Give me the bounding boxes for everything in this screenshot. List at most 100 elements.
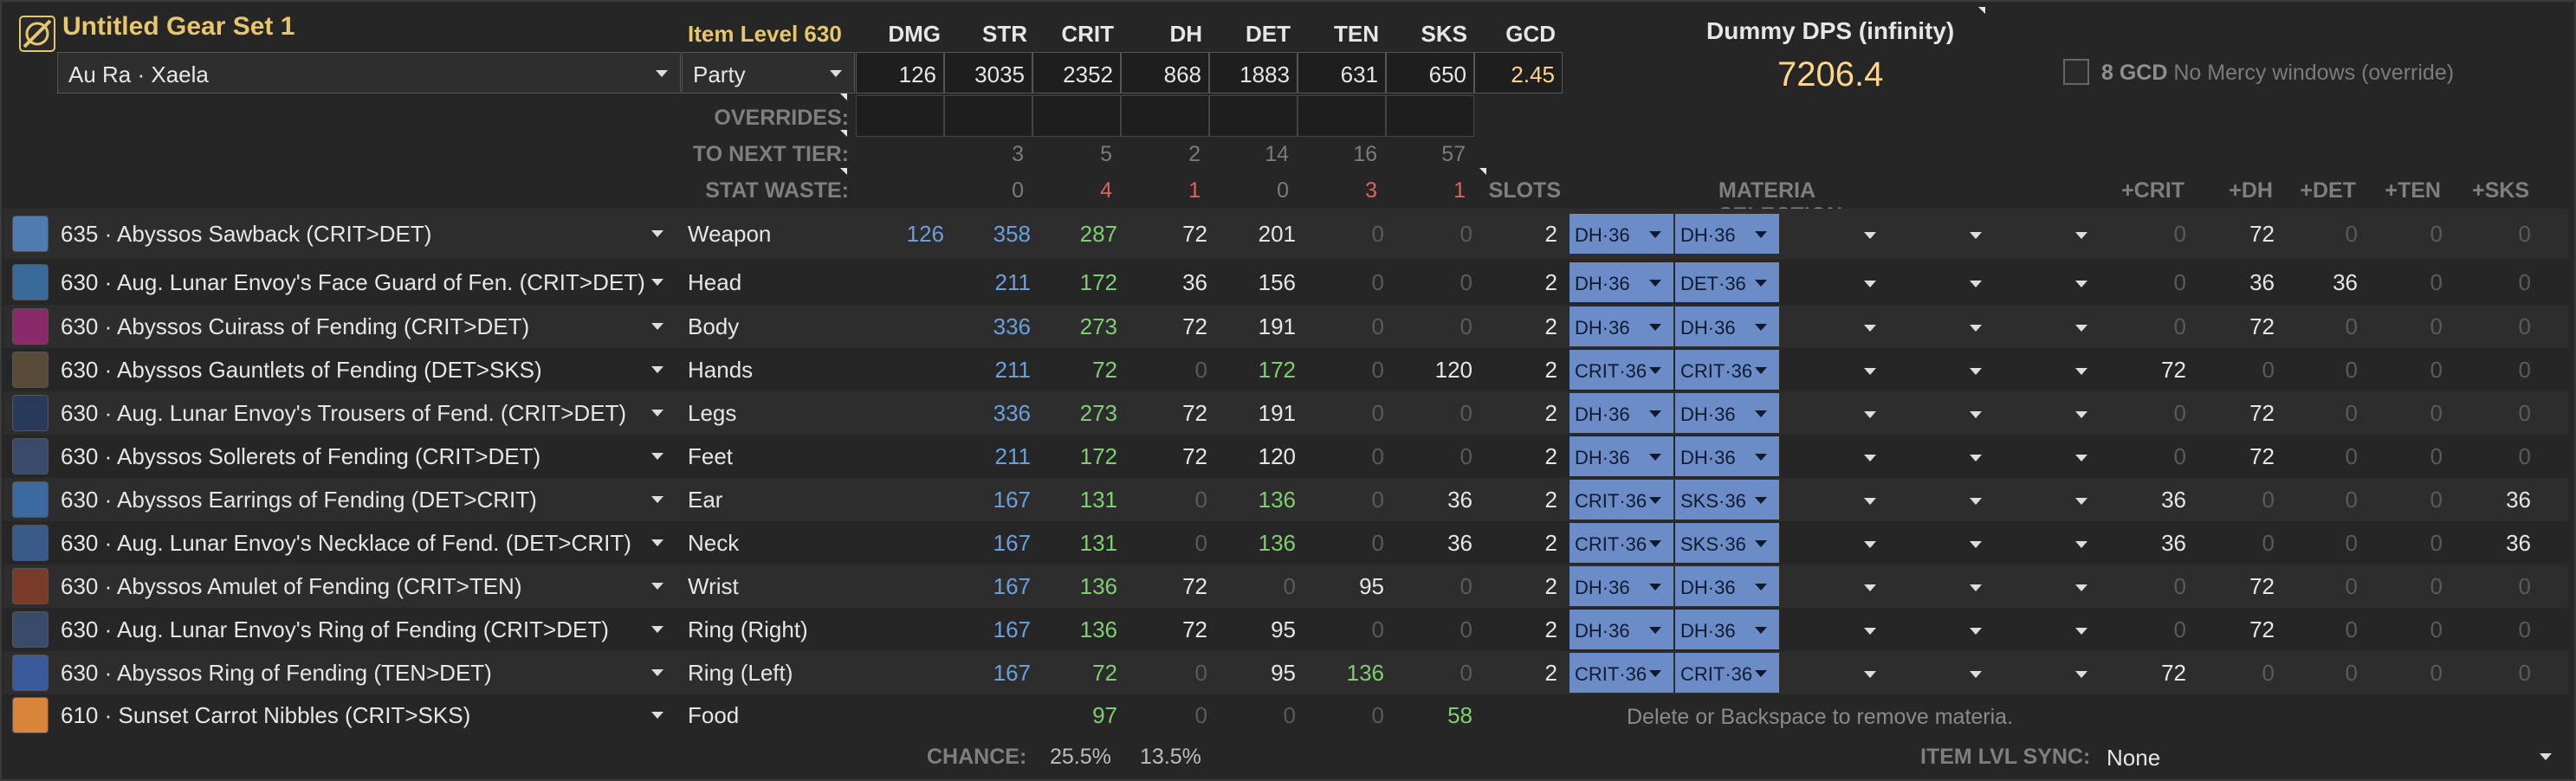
materia-select[interactable]: DH·36 xyxy=(1570,307,1673,346)
materia-select[interactable]: SKS·36 xyxy=(1675,523,1779,563)
item-select[interactable]: 630 · Abyssos Amulet of Fending (CRIT>TE… xyxy=(61,565,676,608)
materia-select[interactable]: DH·36 xyxy=(1675,610,1779,649)
override-dh[interactable] xyxy=(1121,95,1209,137)
materia-select-empty[interactable] xyxy=(1887,610,1990,649)
materia-select-empty[interactable] xyxy=(1992,610,2096,649)
materia-select-empty[interactable] xyxy=(1992,480,2096,520)
item-select[interactable]: 610 · Sunset Carrot Nibbles (CRIT>SKS) xyxy=(61,694,676,738)
item-select[interactable]: 635 · Abyssos Sawback (CRIT>DET) xyxy=(61,209,676,252)
item-select[interactable]: 630 · Abyssos Gauntlets of Fending (DET>… xyxy=(61,348,676,391)
item-icon xyxy=(12,697,49,733)
no-mercy-override-checkbox[interactable] xyxy=(2063,59,2089,85)
item-lvl-sync-select[interactable]: None xyxy=(2096,738,2564,776)
materia-select[interactable]: DH·36 xyxy=(1675,307,1779,346)
bonus-value: 0 xyxy=(2173,221,2186,247)
materia-select-empty[interactable] xyxy=(1781,210,1885,250)
override-ten[interactable] xyxy=(1298,95,1386,137)
stat-sks: 0 xyxy=(1460,660,1472,686)
materia-select[interactable]: CRIT·36 xyxy=(1570,653,1673,693)
bonus-value: 36 xyxy=(2249,269,2275,295)
total-sks: 650 xyxy=(1386,52,1474,94)
item-select[interactable]: 630 · Aug. Lunar Envoy's Necklace of Fen… xyxy=(61,521,676,565)
materia-select[interactable]: SKS·36 xyxy=(1675,480,1779,520)
materia-select-empty[interactable] xyxy=(1781,480,1885,520)
materia-select-empty[interactable] xyxy=(1781,350,1885,390)
materia-select[interactable]: DH·36 xyxy=(1675,214,1779,254)
materia-select-empty[interactable] xyxy=(1887,263,1990,303)
chevron-down-icon xyxy=(1864,628,1876,635)
override-crit[interactable] xyxy=(1032,95,1121,137)
materia-select-empty[interactable] xyxy=(1992,436,2096,476)
race-select[interactable]: Au Ra · Xaela xyxy=(57,52,681,94)
materia-select[interactable]: DH·36 xyxy=(1570,214,1673,254)
materia-select-empty[interactable] xyxy=(1781,393,1885,433)
bonus-value: 0 xyxy=(2173,616,2186,642)
override-sks[interactable] xyxy=(1386,95,1474,137)
override-str[interactable] xyxy=(944,95,1032,137)
sync-value: None xyxy=(2107,745,2161,771)
materia-select-empty[interactable] xyxy=(1887,480,1990,520)
item-select[interactable]: 630 · Aug. Lunar Envoy's Ring of Fending… xyxy=(61,608,676,651)
materia-select[interactable]: DH·36 xyxy=(1570,610,1673,649)
bonus-value: 0 xyxy=(2518,269,2531,295)
item-select[interactable]: 630 · Abyssos Earrings of Fending (DET>C… xyxy=(61,478,676,521)
override-det[interactable] xyxy=(1209,95,1298,137)
materia-select[interactable]: DH·36 xyxy=(1570,262,1673,302)
materia-select[interactable]: DH·36 xyxy=(1675,436,1779,476)
materia-select-empty[interactable] xyxy=(1781,263,1885,303)
materia-select-empty[interactable] xyxy=(1992,393,2096,433)
item-select[interactable]: 630 · Abyssos Ring of Fending (TEN>DET) xyxy=(61,651,676,694)
chevron-down-icon xyxy=(1970,455,1982,462)
materia-select-empty[interactable] xyxy=(1887,653,1990,693)
materia-select[interactable]: CRIT·36 xyxy=(1570,480,1673,520)
materia-select[interactable]: DH·36 xyxy=(1570,393,1673,433)
materia-select-empty[interactable] xyxy=(1781,307,1885,346)
chevron-down-icon xyxy=(651,626,663,633)
stat-str: 167 xyxy=(993,487,1031,513)
materia-select-empty[interactable] xyxy=(1992,307,2096,346)
materia-select[interactable]: CRIT·36 xyxy=(1570,523,1673,563)
item-select[interactable]: 630 · Aug. Lunar Envoy's Face Guard of F… xyxy=(61,261,676,305)
stat-dmg xyxy=(858,391,944,435)
set-title[interactable]: Untitled Gear Set 1 xyxy=(62,12,295,41)
materia-select-empty[interactable] xyxy=(1781,653,1885,693)
item-select[interactable]: 630 · Abyssos Sollerets of Fending (CRIT… xyxy=(61,435,676,478)
chevron-down-icon xyxy=(651,496,663,503)
materia-select[interactable]: CRIT·36 xyxy=(1675,350,1779,390)
materia-select-empty[interactable] xyxy=(1887,436,1990,476)
materia-select-empty[interactable] xyxy=(1781,566,1885,606)
stat-det: 120 xyxy=(1258,443,1296,469)
slot-count: 2 xyxy=(1544,269,1557,295)
materia-select[interactable]: DH·36 xyxy=(1570,566,1673,606)
materia-select[interactable]: CRIT·36 xyxy=(1675,653,1779,693)
override-dmg[interactable] xyxy=(856,95,944,137)
materia-select[interactable]: DET·36 xyxy=(1675,262,1779,302)
materia-select-empty[interactable] xyxy=(1781,436,1885,476)
materia-select-empty[interactable] xyxy=(1992,210,2096,250)
materia-select-empty[interactable] xyxy=(1887,350,1990,390)
materia-select-empty[interactable] xyxy=(1992,523,2096,563)
materia-select[interactable]: DH·36 xyxy=(1675,393,1779,433)
materia-select-empty[interactable] xyxy=(1992,566,2096,606)
chance-label: CHANCE: xyxy=(927,745,1027,769)
materia-select-empty[interactable] xyxy=(1887,393,1990,433)
item-select[interactable]: 630 · Abyssos Cuirass of Fending (CRIT>D… xyxy=(61,305,676,348)
materia-select-empty[interactable] xyxy=(1992,263,2096,303)
chevron-down-icon xyxy=(1864,584,1876,591)
party-select[interactable]: Party xyxy=(682,52,855,94)
materia-select-empty[interactable] xyxy=(1992,350,2096,390)
materia-select-empty[interactable] xyxy=(1992,653,2096,693)
materia-select-empty[interactable] xyxy=(1887,566,1990,606)
materia-select[interactable]: CRIT·36 xyxy=(1570,350,1673,390)
materia-select-empty[interactable] xyxy=(1781,610,1885,649)
materia-select-empty[interactable] xyxy=(1887,523,1990,563)
materia-select-empty[interactable] xyxy=(1887,307,1990,346)
materia-select[interactable]: DH·36 xyxy=(1675,566,1779,606)
materia-select-empty[interactable] xyxy=(1781,523,1885,563)
item-icon xyxy=(12,611,49,648)
item-select[interactable]: 630 · Aug. Lunar Envoy's Trousers of Fen… xyxy=(61,391,676,435)
materia-select[interactable]: DH·36 xyxy=(1570,436,1673,476)
materia-value: CRIT·36 xyxy=(1575,360,1647,382)
materia-select-empty[interactable] xyxy=(1887,210,1990,250)
no-mercy-override-label[interactable]: 8 GCD No Mercy windows (override) xyxy=(2101,61,2454,86)
